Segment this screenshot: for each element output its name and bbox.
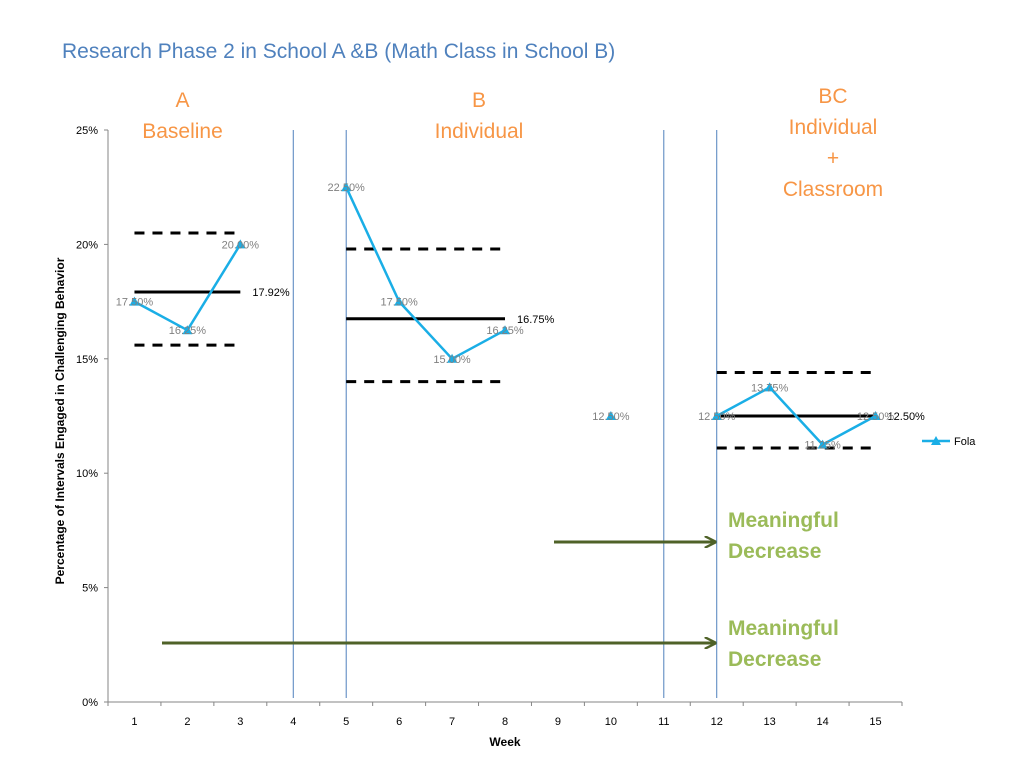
- data-label: 12.50%: [592, 411, 630, 423]
- data-label: 16.25%: [486, 325, 524, 337]
- data-point: [764, 382, 775, 392]
- phase-bc-label: BC Individual + Classroom: [768, 81, 898, 205]
- data-point: [182, 325, 193, 335]
- data-point: [500, 325, 510, 335]
- x-tick-label: 1: [131, 716, 137, 728]
- data-label: 13.75%: [751, 382, 789, 394]
- phase-bc-classroom: Classroom: [782, 178, 884, 201]
- phase-bc-name: Individual: [788, 116, 878, 139]
- y-axis-title: Percentage of Intervals Engaged in Chall…: [53, 257, 67, 584]
- x-tick-label: 4: [290, 716, 296, 728]
- x-tick-label: 13: [764, 716, 776, 728]
- data-point: [235, 239, 246, 249]
- data-label: 16.25%: [169, 325, 207, 337]
- x-tick-label: 2: [184, 716, 190, 728]
- phase-b-code: B: [471, 89, 486, 112]
- x-axis-title: Week: [489, 735, 520, 749]
- data-label: 20.00%: [222, 239, 260, 251]
- x-tick-label: 3: [237, 716, 243, 728]
- y-tick-label: 15%: [76, 354, 98, 366]
- meaningful-decrease-note-lower: Meaningful Decrease: [728, 613, 839, 675]
- data-point: [605, 411, 616, 420]
- data-label: 12.50%: [698, 411, 736, 423]
- note-lower-line2: Decrease: [728, 648, 822, 671]
- phase-bc-code: BC: [818, 85, 848, 108]
- data-label: 22.50%: [328, 182, 366, 194]
- x-tick-label: 12: [711, 716, 723, 728]
- data-point: [870, 411, 881, 420]
- legend-label: Fola: [954, 436, 976, 448]
- x-tick-label: 5: [343, 716, 349, 728]
- phase-a-code: A: [175, 89, 190, 112]
- x-tick-label: 14: [816, 716, 828, 728]
- data-label: 17.50%: [116, 297, 154, 309]
- x-tick-label: 11: [658, 716, 669, 728]
- phase-mean-label: 16.75%: [517, 314, 555, 326]
- data-label: 12.50%: [857, 411, 895, 423]
- data-point: [341, 182, 352, 192]
- chart-title: Research Phase 2 in School A &B (Math Cl…: [62, 40, 616, 63]
- phase-mean-label: 17.92%: [252, 287, 290, 299]
- x-tick-label: 8: [502, 716, 508, 728]
- legend-marker: [931, 436, 941, 445]
- note-upper-line1: Meaningful: [728, 509, 839, 532]
- x-tick-label: 10: [605, 716, 617, 728]
- series-line: [133, 243, 242, 332]
- phase-a-label: A Baseline: [130, 85, 235, 147]
- data-point: [394, 296, 405, 306]
- x-tick-label: 9: [555, 716, 561, 728]
- data-point: [711, 411, 722, 420]
- note-lower-line1: Meaningful: [728, 617, 839, 640]
- data-point: [447, 353, 458, 363]
- y-tick-label: 0%: [82, 697, 98, 709]
- data-label: 15.00%: [433, 354, 471, 366]
- data-point: [129, 296, 140, 306]
- data-label: 17.50%: [380, 297, 418, 309]
- phase-b-label: B Individual: [418, 85, 540, 147]
- x-tick-label: 6: [396, 716, 402, 728]
- y-tick-label: 5%: [82, 583, 98, 595]
- data-label: 11.25%: [804, 440, 841, 452]
- series-line: [345, 186, 506, 361]
- y-tick-label: 10%: [76, 468, 98, 480]
- phase-bc-plus: +: [826, 147, 840, 170]
- y-tick-label: 25%: [76, 125, 98, 137]
- x-tick-label: 7: [449, 716, 455, 728]
- note-upper-line2: Decrease: [728, 540, 822, 563]
- series-line: [716, 386, 877, 446]
- x-tick-label: 15: [869, 716, 881, 728]
- phase-a-name: Baseline: [142, 120, 223, 143]
- phase-mean-label: 12.50%: [888, 411, 926, 423]
- data-point: [817, 439, 828, 449]
- phase-b-name: Individual: [434, 120, 524, 143]
- meaningful-decrease-note-upper: Meaningful Decrease: [728, 505, 839, 567]
- y-tick-label: 20%: [76, 239, 98, 251]
